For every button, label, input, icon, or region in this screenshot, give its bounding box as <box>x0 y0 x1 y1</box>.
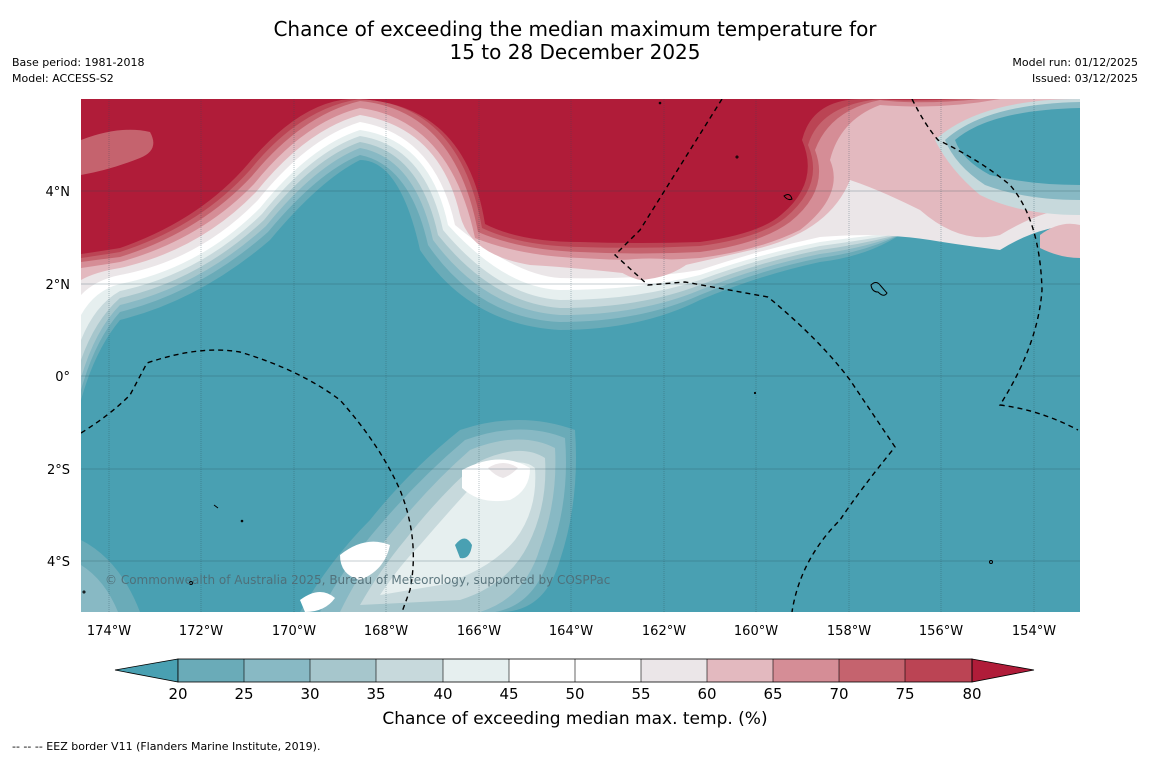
cb-45-50 <box>509 659 575 682</box>
colorbar-tick: 65 <box>763 685 782 703</box>
cb-40-45 <box>443 659 509 682</box>
colorbar-tick: 80 <box>962 685 981 703</box>
eez-footnote: -- -- -- EEZ border V11 (Flanders Marine… <box>12 740 321 753</box>
model-run: Model run: 01/12/2025 <box>1012 56 1138 69</box>
cb-65-70 <box>773 659 839 682</box>
eez-east <box>911 99 1079 431</box>
eez-west <box>81 349 415 612</box>
lon-label: 154°W <box>1012 624 1056 639</box>
lon-label: 166°W <box>457 624 501 639</box>
model-name: Model: ACCESS-S2 <box>12 72 114 85</box>
title-line-2: 15 to 28 December 2025 <box>449 40 701 64</box>
cb-75-80 <box>905 659 972 682</box>
copyright-text: © Commonwealth of Australia 2025, Bureau… <box>105 573 610 587</box>
lon-label: 164°W <box>549 624 593 639</box>
map-title: Chance of exceeding the median maximum t… <box>0 18 1150 64</box>
lon-label: 156°W <box>919 624 963 639</box>
colorbar-tick: 20 <box>168 685 187 703</box>
title-line-1: Chance of exceeding the median maximum t… <box>273 17 877 41</box>
colorbar-tick: 55 <box>631 685 650 703</box>
cb-55-60 <box>641 659 707 682</box>
colorbar-tick: 40 <box>433 685 452 703</box>
small-pink-patch-east <box>1040 223 1080 258</box>
graticule <box>81 99 1080 612</box>
lon-label: 168°W <box>364 624 408 639</box>
lat-label: 4°N <box>46 185 71 200</box>
lon-label: 174°W <box>87 624 131 639</box>
lat-label: 4°S <box>47 555 70 570</box>
colorbar-tick: 75 <box>895 685 914 703</box>
colorbar-extend-high <box>971 658 1035 683</box>
colorbar-extend-low <box>114 658 179 683</box>
colorbar-tick: 50 <box>565 685 584 703</box>
eez-borders <box>81 99 1079 612</box>
cb-35-40 <box>376 659 443 682</box>
cb-60-65 <box>707 659 773 682</box>
contour-field: © Commonwealth of Australia 2025, Bureau… <box>81 99 1080 612</box>
cb-70-75 <box>839 659 905 682</box>
lon-label: 158°W <box>827 624 871 639</box>
lon-label: 170°W <box>272 624 316 639</box>
small-pink-patch-west <box>81 129 154 175</box>
meta-left: Base period: 1981-2018 Model: ACCESS-S2 <box>12 55 144 87</box>
colorbar-tick: 25 <box>234 685 253 703</box>
cb-25-30 <box>244 659 310 682</box>
lon-label: 172°W <box>179 624 223 639</box>
band-above-80 <box>81 99 950 254</box>
lat-label: 2°S <box>47 463 70 478</box>
lon-label: 160°W <box>734 624 778 639</box>
colorbar-tick: 45 <box>499 685 518 703</box>
meta-right: Model run: 01/12/2025 Issued: 03/12/2025 <box>1012 55 1138 87</box>
colorbar: 20 25 30 35 40 45 50 55 60 65 70 75 80 <box>114 658 1035 703</box>
northern-warm-band <box>81 99 1080 400</box>
eez-central <box>613 99 896 612</box>
lat-label: 2°N <box>46 278 71 293</box>
southwest-corner <box>81 540 140 612</box>
warm-strip-center <box>610 258 690 280</box>
cb-20-25 <box>178 659 244 682</box>
eastern-cold-blob <box>935 99 1080 215</box>
colorbar-tick: 60 <box>697 685 716 703</box>
colorbar-tick: 35 <box>366 685 385 703</box>
colorbar-label: Chance of exceeding median max. temp. (%… <box>382 709 768 729</box>
cb-50-55 <box>575 659 641 682</box>
issued-date: Issued: 03/12/2025 <box>1031 72 1138 85</box>
islands <box>82 101 993 594</box>
colorbar-tick: 30 <box>300 685 319 703</box>
colorbar-tick: 70 <box>829 685 848 703</box>
base-period: Base period: 1981-2018 <box>12 56 145 69</box>
lon-label: 162°W <box>642 624 686 639</box>
lat-label: 0° <box>55 370 70 385</box>
latitude-labels: 4°N 2°N 0° 2°S 4°S <box>46 185 71 570</box>
longitude-labels: 174°W 172°W 170°W 168°W 166°W 164°W 162°… <box>87 624 1056 639</box>
cb-30-35 <box>310 659 376 682</box>
